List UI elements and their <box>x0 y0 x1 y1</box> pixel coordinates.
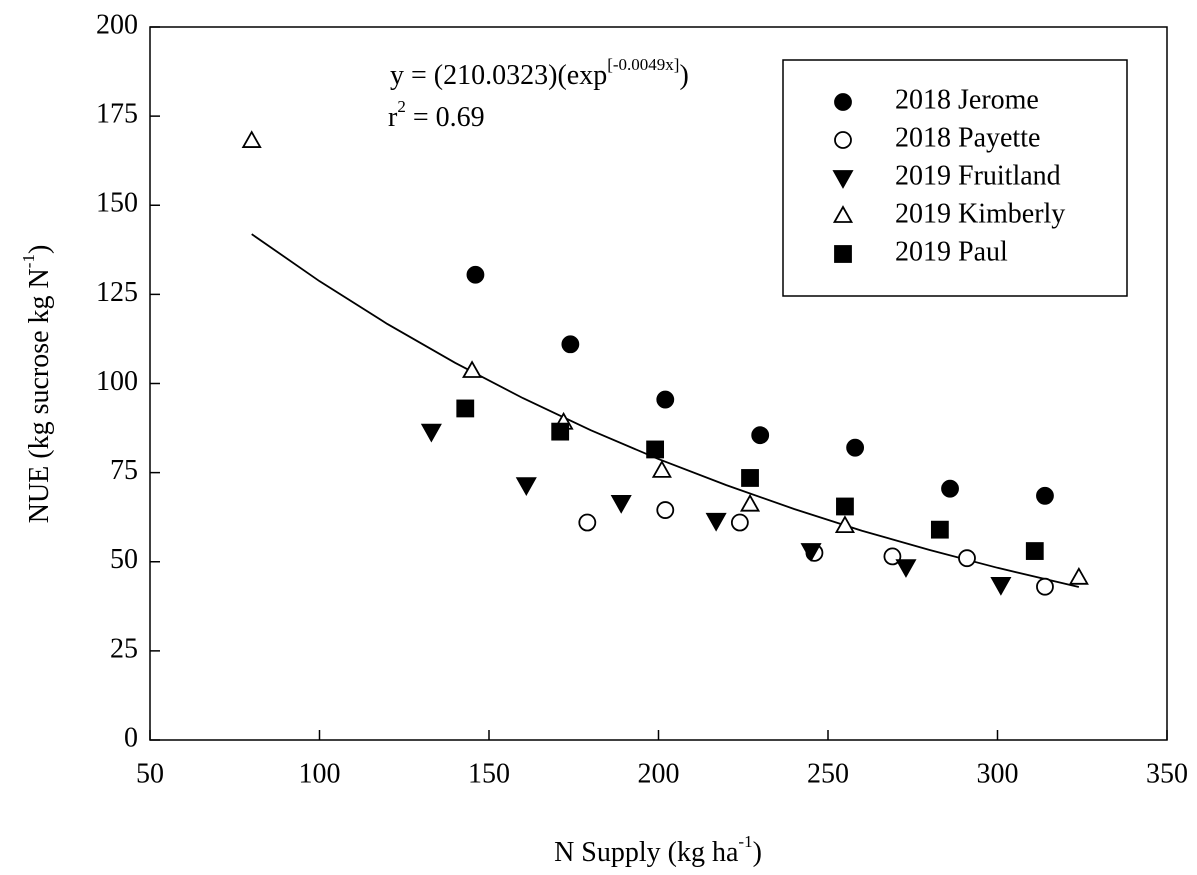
point <box>466 265 485 284</box>
point <box>1036 577 1054 596</box>
x-tick-label: 300 <box>977 758 1019 789</box>
r-squared: r2 = 0.69 <box>388 97 485 134</box>
legend-label: 2018 Jerome <box>895 84 1039 115</box>
x-tick-label: 150 <box>468 758 510 789</box>
point <box>1068 566 1089 585</box>
point <box>834 515 855 533</box>
point <box>958 549 976 568</box>
fit-curve <box>251 233 1080 588</box>
x-axis-label-main: N Supply (kg ha <box>554 837 739 868</box>
point <box>730 513 749 532</box>
y-tick-label: 25 <box>110 633 138 664</box>
x-tick-label: 50 <box>136 758 164 789</box>
legend-marker <box>834 131 852 149</box>
y-axis-label: NUE (kg sucrose kg N-1) <box>19 245 56 524</box>
y-tick-label: 175 <box>96 99 138 130</box>
legend-label: 2018 Payette <box>895 122 1040 153</box>
point <box>651 460 672 478</box>
point <box>846 438 865 457</box>
x-axis-label-end: ) <box>753 837 762 868</box>
point <box>610 495 632 514</box>
x-tick-label: 250 <box>807 758 849 789</box>
point <box>551 422 570 441</box>
point <box>420 423 442 443</box>
equation: y = (210.0323)(exp[-0.0049x]) <box>390 55 689 92</box>
point <box>941 479 959 498</box>
y-tick-label: 150 <box>96 188 138 219</box>
point <box>456 399 475 418</box>
point <box>646 440 665 459</box>
r-squared-main: r <box>388 102 398 133</box>
point <box>656 390 675 409</box>
y-tick-label: 125 <box>96 277 138 308</box>
x-tick-label: 100 <box>299 758 341 789</box>
point <box>800 543 822 562</box>
point <box>1036 486 1054 505</box>
y-tick-label: 100 <box>96 366 138 397</box>
legend-label: 2019 Kimberly <box>895 198 1065 229</box>
x-tick-label: 200 <box>638 758 680 789</box>
y-tick-label: 75 <box>110 455 138 486</box>
y-axis-label-end: ) <box>24 245 55 254</box>
legend-marker <box>834 93 852 111</box>
r-squared-end: = 0.69 <box>406 102 485 133</box>
x-tick-label: 350 <box>1146 758 1188 789</box>
r-squared-sup: 2 <box>397 97 406 116</box>
point <box>578 513 597 532</box>
point <box>751 426 770 445</box>
y-axis-label-main: NUE (kg sucrose kg N <box>24 268 55 523</box>
legend-marker <box>832 205 854 223</box>
x-axis-label: N Supply (kg ha-1) <box>554 832 762 869</box>
legend-label: 2019 Fruitland <box>895 160 1061 191</box>
legend-marker <box>832 170 854 189</box>
y-tick-label: 200 <box>96 9 138 40</box>
point <box>515 477 537 496</box>
point <box>462 360 483 378</box>
x-axis-label-sup: -1 <box>738 832 752 851</box>
point <box>836 497 854 516</box>
point <box>241 130 262 148</box>
point <box>656 501 675 519</box>
point <box>990 577 1012 596</box>
legend-marker <box>834 245 852 263</box>
legend-label: 2019 Paul <box>895 236 1008 267</box>
point <box>1025 542 1044 560</box>
point <box>895 559 917 578</box>
point <box>741 469 759 487</box>
equation-main: y = (210.0323)(exp <box>390 60 607 91</box>
equation-end: ) <box>679 60 688 91</box>
point <box>705 512 727 532</box>
y-tick-label: 50 <box>110 544 138 575</box>
equation-sup: [-0.0049x] <box>607 55 679 74</box>
point <box>930 520 949 539</box>
y-tick-label: 0 <box>124 722 138 753</box>
point <box>739 493 761 512</box>
point <box>561 335 580 354</box>
y-axis-label-sup: -1 <box>19 254 38 268</box>
